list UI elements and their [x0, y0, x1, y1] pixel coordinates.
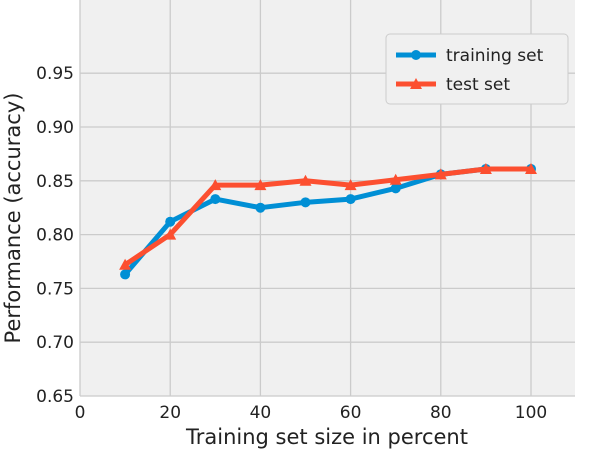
x-tick-label: 40: [250, 403, 272, 423]
x-tick-label: 0: [75, 403, 86, 423]
data-point: [434, 168, 447, 180]
y-tick-label: 0.75: [36, 279, 74, 299]
x-tick-label: 100: [515, 403, 547, 423]
x-tick-label: 60: [340, 403, 362, 423]
x-tick-label: 20: [159, 403, 181, 423]
data-point: [299, 174, 312, 186]
data-point: [390, 183, 401, 194]
data-point: [210, 194, 221, 205]
legend-marker: [411, 50, 421, 60]
y-tick-label: 0.85: [36, 172, 74, 192]
legend-label: training set: [446, 46, 544, 66]
legend-marker: [410, 78, 422, 89]
y-tick-label: 0.70: [36, 333, 74, 353]
data-point: [119, 258, 132, 270]
x-axis-label: Training set size in percent: [185, 425, 468, 449]
x-tick-label: 80: [430, 403, 452, 423]
data-point: [389, 173, 402, 185]
y-tick-label: 0.95: [36, 64, 74, 84]
series-test-set: [119, 162, 537, 270]
data-point: [345, 194, 356, 205]
data-point: [255, 202, 266, 213]
legend: training set test set: [385, 33, 569, 105]
legend-label: test set: [446, 75, 510, 95]
series-line: [123, 166, 531, 267]
y-axis-label: Performance (accuracy): [1, 93, 25, 344]
y-tick-label: 0.65: [36, 387, 74, 407]
data-point: [344, 179, 357, 191]
data-point: [164, 228, 177, 240]
data-point: [300, 197, 311, 208]
data-point: [165, 216, 176, 227]
y-tick-label: 0.80: [36, 226, 74, 246]
y-tick-label: 0.90: [36, 118, 74, 138]
data-point: [120, 269, 131, 280]
data-point: [254, 179, 267, 191]
data-point: [479, 162, 492, 174]
data-point: [209, 179, 222, 191]
data-point: [525, 162, 537, 174]
